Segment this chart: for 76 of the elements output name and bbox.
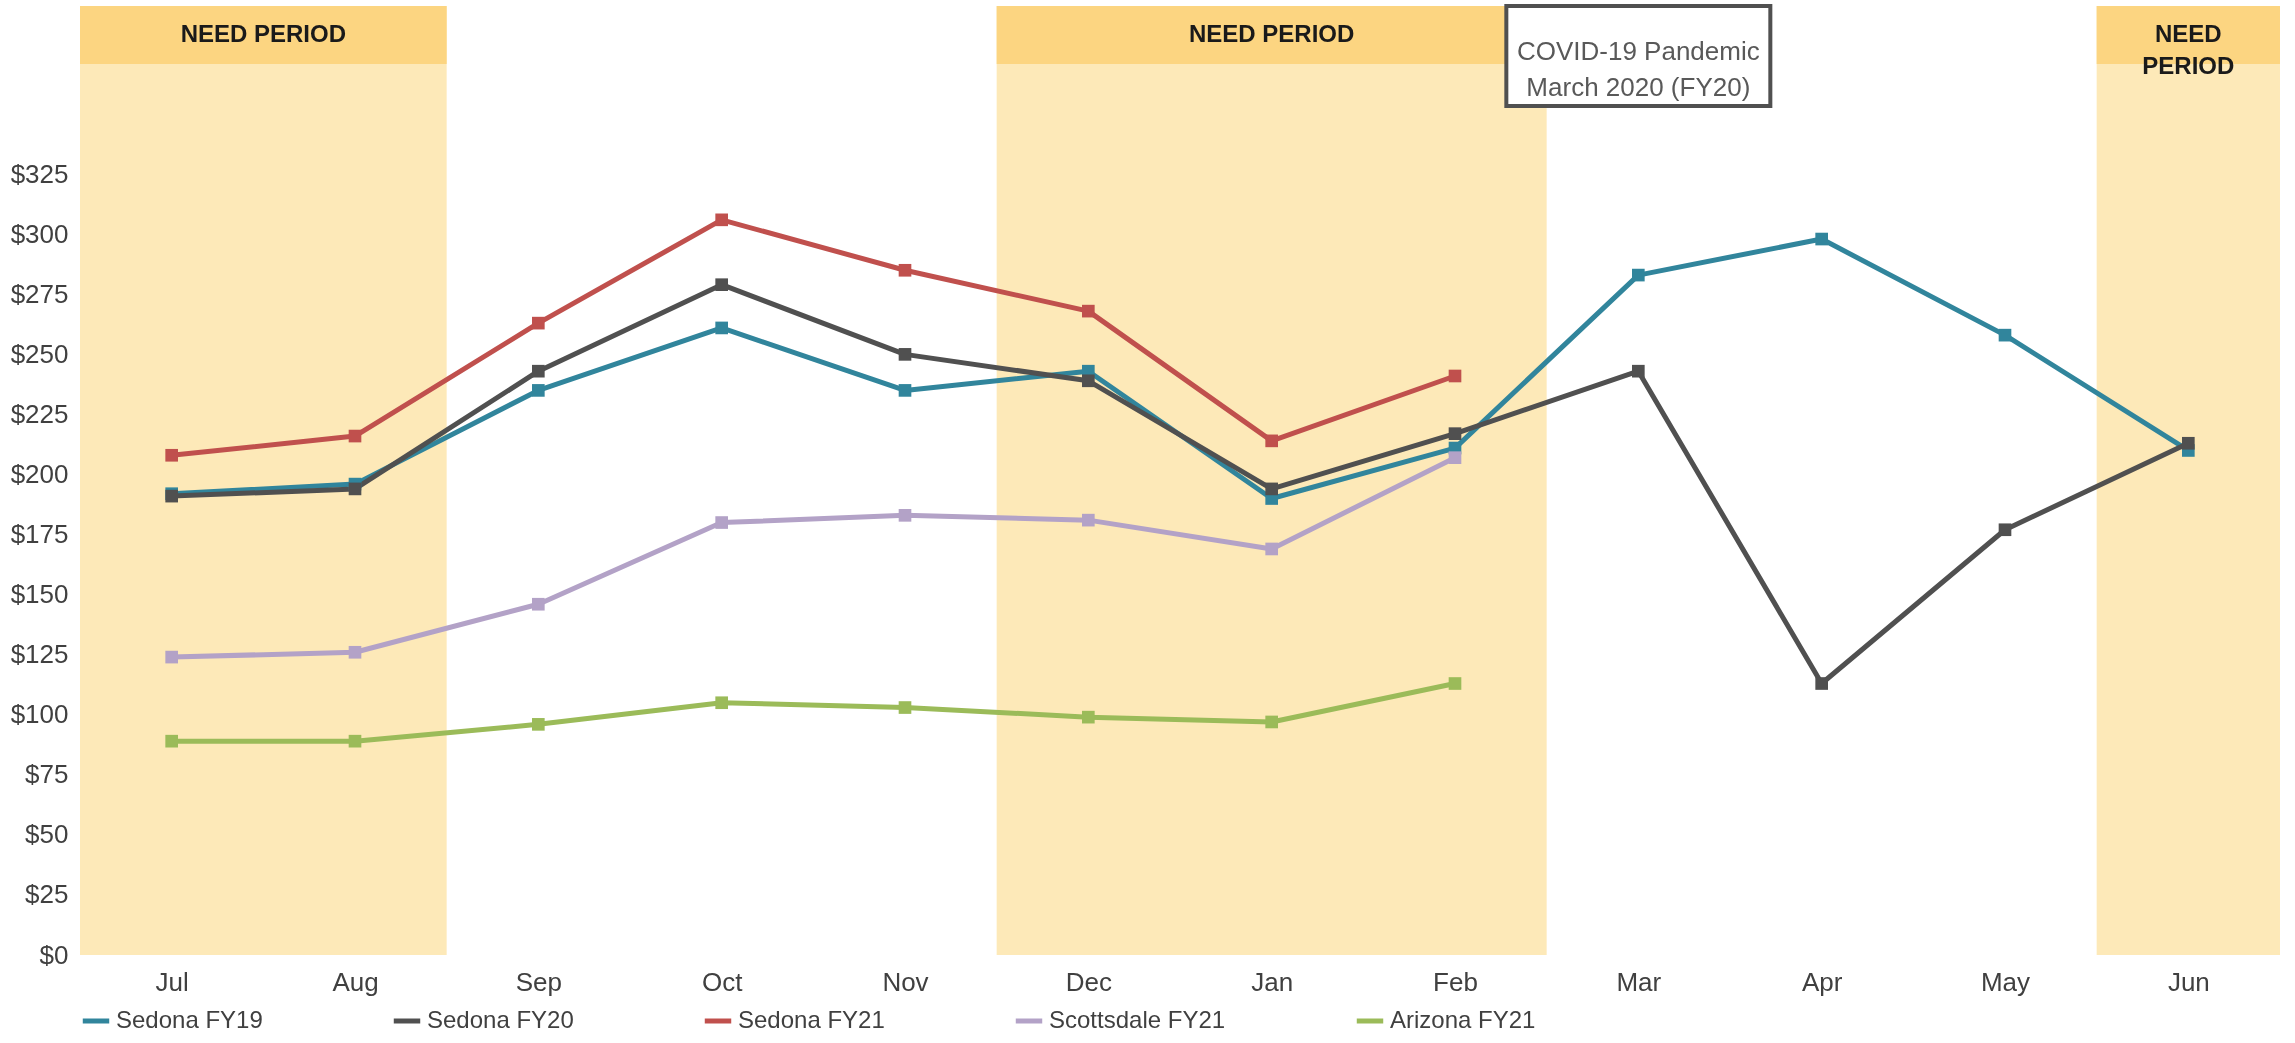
y-tick-label: $175 <box>10 519 69 550</box>
point <box>348 429 362 443</box>
point <box>898 509 912 522</box>
point <box>165 734 178 748</box>
y-tick-label: $75 <box>25 759 69 790</box>
point <box>715 213 728 227</box>
annotation: COVID-19 Pandemic March 2020 (FY20) <box>1516 36 1760 102</box>
point <box>1082 513 1095 527</box>
point <box>1632 268 1645 282</box>
y-tick-label: $250 <box>10 338 69 369</box>
point <box>1082 710 1095 724</box>
point <box>1448 427 1462 440</box>
point <box>1265 434 1278 448</box>
legend-label: Sedona FY19 <box>116 1006 263 1033</box>
y-tick-label: $200 <box>10 458 69 489</box>
y-tick-label: $125 <box>10 639 69 670</box>
point <box>1998 523 2012 537</box>
point <box>1448 369 1462 383</box>
y-tick-label: $225 <box>10 398 69 429</box>
point <box>1448 677 1462 690</box>
point <box>1815 232 1828 246</box>
x-tick-label: Dec <box>1065 966 1112 997</box>
point <box>1448 451 1462 464</box>
y-tick-label: $100 <box>10 699 69 730</box>
point <box>715 278 728 292</box>
band-label: NEED PERIOD <box>1188 20 1355 47</box>
legend-label: Scottsdale FY21 <box>1049 1006 1226 1033</box>
point <box>165 650 178 664</box>
point <box>898 348 912 361</box>
legend-label: Sedona FY21 <box>738 1006 885 1033</box>
band-label: NEED PERIOD <box>2142 20 2235 79</box>
band-label: NEED PERIOD <box>180 20 347 47</box>
x-tick-label: Aug <box>332 966 379 997</box>
x-tick-label: Apr <box>1801 966 1843 997</box>
x-tick-label: Jan <box>1251 966 1294 997</box>
point <box>348 482 362 496</box>
point <box>532 316 545 330</box>
x-tick-label: Mar <box>1616 966 1662 997</box>
point <box>898 384 912 397</box>
point <box>165 448 178 462</box>
point <box>1265 715 1278 729</box>
point <box>1265 542 1278 556</box>
point <box>715 696 728 710</box>
x-tick-label: Jul <box>155 966 189 997</box>
point <box>1815 677 1828 690</box>
point <box>715 516 728 529</box>
legend-label: Arizona FY21 <box>1390 1006 1536 1033</box>
y-tick-label: $25 <box>25 879 69 910</box>
x-tick-label: May <box>1980 966 2031 997</box>
point <box>532 364 545 378</box>
y-tick-label: $325 <box>10 158 69 189</box>
x-tick-label: Nov <box>882 966 929 997</box>
x-tick-label: Oct <box>701 966 744 997</box>
y-tick-label: $50 <box>25 819 69 850</box>
point <box>348 645 362 659</box>
point <box>898 701 912 714</box>
point <box>348 734 362 748</box>
y-tick-label: $275 <box>10 278 69 309</box>
point <box>715 321 728 335</box>
x-tick-label: Feb <box>1433 966 1478 997</box>
point <box>532 597 545 611</box>
point <box>532 718 545 731</box>
point <box>1632 364 1645 378</box>
x-tick-label: Jun <box>2167 966 2210 997</box>
point <box>1998 328 2012 342</box>
point <box>898 263 912 277</box>
x-tick-label: Sep <box>515 966 562 997</box>
point <box>1082 304 1095 318</box>
point <box>2182 436 2195 450</box>
point <box>1265 482 1278 496</box>
y-tick-label: $0 <box>39 939 69 970</box>
y-tick-label: $300 <box>10 218 69 249</box>
point <box>1082 374 1095 388</box>
point <box>532 384 545 397</box>
y-tick-label: $150 <box>10 579 69 610</box>
legend-label: Sedona FY20 <box>427 1006 574 1033</box>
